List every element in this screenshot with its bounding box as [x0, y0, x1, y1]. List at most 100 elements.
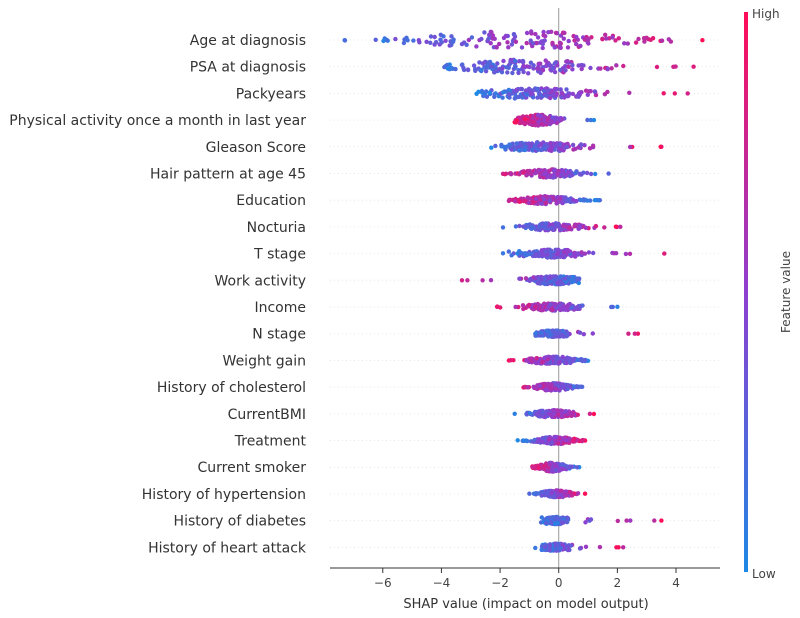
shap-point [469, 35, 475, 40]
shap-point [586, 37, 591, 42]
shap-point [562, 30, 567, 36]
shap-point [564, 464, 569, 469]
shap-point [582, 37, 588, 42]
shap-point [507, 95, 512, 100]
shap-point [636, 36, 641, 42]
shap-point [590, 331, 595, 336]
shap-point [549, 307, 555, 313]
shap-point [592, 89, 598, 94]
shap-point [576, 384, 581, 389]
colorbar-title: Feature value [779, 251, 793, 333]
shap-point [569, 493, 575, 498]
shap-point [691, 64, 696, 69]
shap-point [549, 385, 554, 391]
shap-point [562, 492, 568, 497]
shap-point [577, 546, 583, 551]
shap-point [428, 34, 434, 39]
feature-swarm [489, 140, 664, 153]
feature-label: T stage [253, 247, 306, 263]
shap-point [490, 36, 495, 41]
shap-point [561, 142, 566, 147]
shap-point [445, 66, 450, 71]
shap-point [588, 117, 593, 123]
shap-point [531, 63, 536, 68]
shap-point [548, 412, 553, 417]
shap-point [381, 38, 386, 44]
shap-point [495, 304, 500, 309]
shap-point [570, 197, 576, 202]
shap-point [513, 39, 519, 44]
shap-point [538, 70, 543, 76]
feature-swarm [494, 301, 620, 313]
feature-swarm [512, 112, 597, 128]
shap-point [489, 64, 495, 69]
shap-point [405, 38, 410, 43]
shap-point [533, 196, 539, 201]
shap-point [499, 70, 505, 75]
feature-swarm [442, 57, 696, 76]
shap-point [562, 358, 567, 364]
shap-point [511, 32, 517, 37]
feature-swarm [506, 194, 602, 207]
shap-point [574, 305, 579, 310]
shap-point [539, 249, 544, 254]
colorbar-high-label: High [752, 7, 780, 21]
shap-point [559, 95, 564, 100]
shap-point [538, 113, 544, 119]
x-axis-label: SHAP value (impact on model output) [403, 597, 648, 612]
shap-point [471, 63, 477, 68]
shap-point [525, 224, 530, 229]
shap-point [610, 35, 615, 40]
shap-point [500, 225, 506, 230]
shap-point [550, 115, 555, 121]
shap-point [516, 148, 522, 153]
shap-point [583, 520, 588, 525]
shap-point [570, 67, 575, 72]
shap-point [577, 171, 582, 176]
shap-point [621, 63, 626, 69]
shap-point [523, 144, 528, 150]
shap-point [575, 93, 580, 99]
shap-point [517, 141, 523, 146]
shap-point [507, 197, 512, 202]
shap-point [555, 281, 560, 286]
shap-point [537, 91, 542, 97]
shap-point [569, 464, 575, 469]
feature-label: Physical activity once a month in last y… [9, 113, 306, 129]
shap-point [613, 251, 619, 256]
shap-point [531, 66, 536, 71]
shap-point [522, 116, 528, 122]
shap-point [535, 95, 540, 100]
shap-point [556, 441, 561, 446]
feature-label: Income [254, 300, 306, 316]
shap-point [536, 491, 541, 496]
shap-point [529, 29, 534, 34]
shap-point [502, 144, 507, 150]
shap-point [671, 64, 676, 70]
feature-label: History of hypertension [142, 487, 306, 503]
shap-point [547, 543, 553, 548]
shap-point [579, 250, 584, 255]
shap-point [554, 332, 559, 337]
shap-point [613, 224, 619, 229]
shap-point [513, 59, 518, 64]
feature-swarm [500, 221, 623, 233]
shap-point [547, 360, 553, 365]
shap-point [525, 172, 530, 177]
shap-point [621, 545, 626, 550]
shap-point [558, 408, 564, 413]
shap-point [597, 544, 603, 550]
feature-swarm [530, 460, 582, 474]
shap-point [642, 39, 647, 44]
shap-point [492, 70, 497, 75]
feature-label: N stage [252, 327, 306, 343]
shap-point [559, 413, 564, 418]
shap-point [521, 63, 526, 69]
shap-point [565, 59, 570, 64]
shap-point [473, 68, 478, 74]
shap-point [433, 40, 439, 45]
shap-point [553, 467, 558, 473]
feature-label: Treatment [234, 434, 307, 450]
shap-point [574, 41, 579, 47]
shap-point [547, 547, 552, 553]
